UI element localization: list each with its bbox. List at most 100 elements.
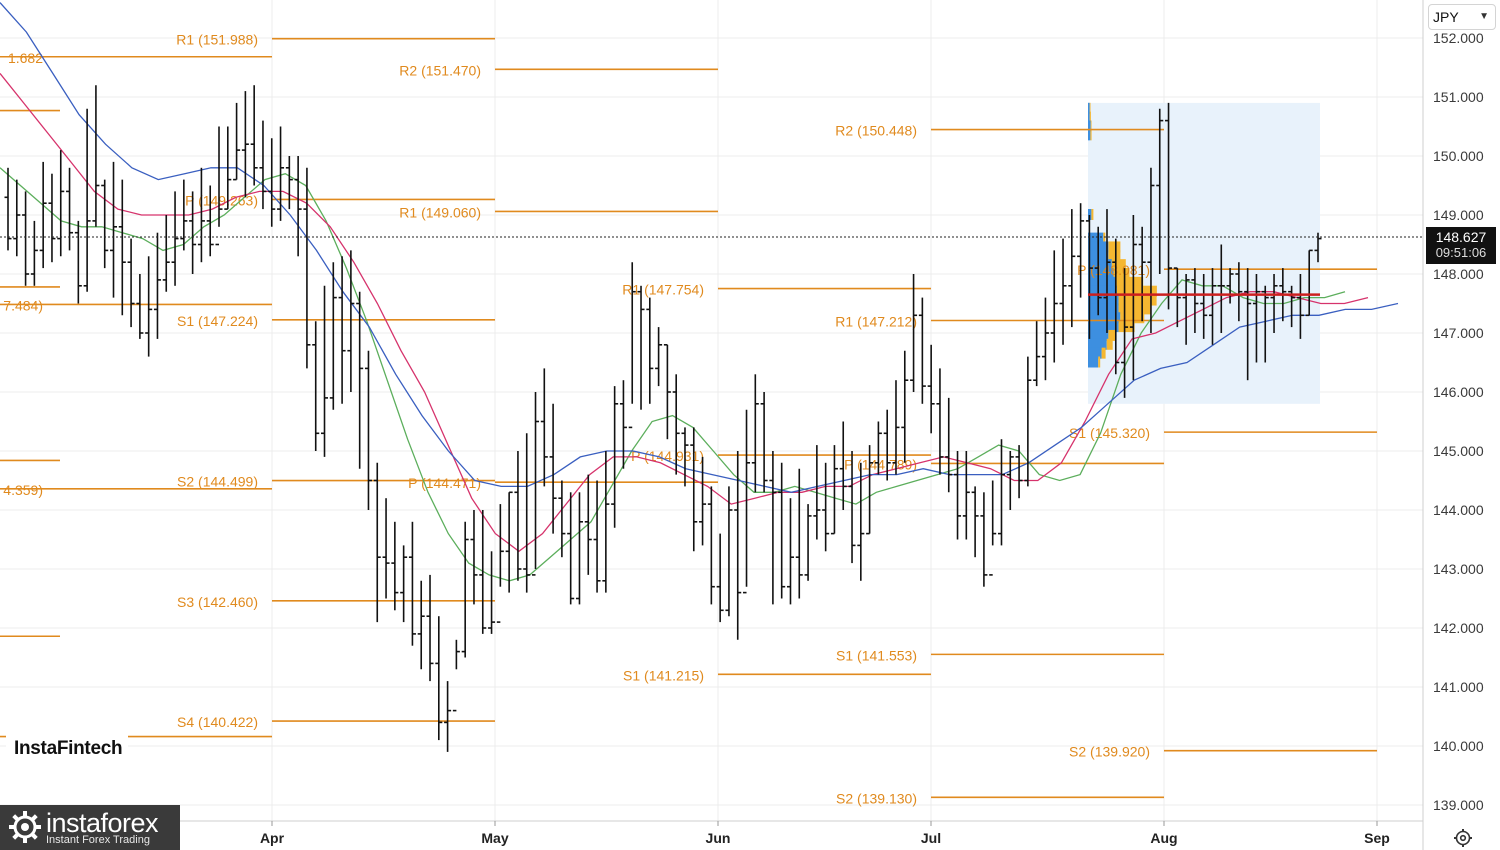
profile-buy-bar	[1089, 102, 1091, 114]
profile-buy-bar	[1116, 285, 1157, 297]
x-tick-label: Aug	[1150, 830, 1177, 846]
volume-profile	[1088, 102, 1320, 404]
current-price-value: 148.627	[1435, 229, 1487, 245]
profile-sell-bar	[1088, 338, 1107, 350]
x-tick-label: Apr	[260, 830, 285, 846]
x-tick-label: Jul	[921, 830, 941, 846]
y-tick-label: 151.000	[1433, 89, 1484, 105]
profile-buy-bar	[1108, 329, 1117, 341]
y-tick-label: 139.000	[1433, 797, 1484, 813]
pivot-label: S1 (145.320)	[1069, 425, 1150, 441]
pivot-label: R1 (147.754)	[622, 282, 704, 298]
gear-icon[interactable]	[1453, 828, 1473, 848]
profile-sell-bar	[1088, 285, 1117, 297]
pivot-label: S1 (141.215)	[623, 667, 704, 683]
profile-sell-bar	[1088, 102, 1090, 114]
x-tick-label: Jun	[706, 830, 731, 846]
sma-slow-line	[0, 2, 1399, 493]
brand-box	[6, 713, 128, 773]
profile-buy-bar	[1111, 259, 1126, 271]
profile-sell-bar	[1088, 294, 1119, 306]
profile-buy-bar	[1108, 241, 1121, 253]
x-tick-label: Sep	[1364, 830, 1390, 846]
pivot-label: P (148.081)	[1077, 262, 1150, 278]
profile-buy-bar	[1108, 250, 1121, 262]
pivot-label: S1 (147.224)	[177, 313, 258, 329]
pivot-label: R1 (149.060)	[399, 204, 481, 220]
x-tick-label: May	[481, 830, 508, 846]
profile-sell-bar	[1088, 356, 1099, 368]
pivot-label: S2 (139.920)	[1069, 744, 1150, 760]
profile-buy-bar	[1118, 294, 1157, 306]
profile-buy-bar	[1090, 120, 1092, 132]
pivot-label: S4 (140.422)	[177, 714, 258, 730]
sma-fast-line	[0, 167, 1346, 582]
profile-buy-bar	[1115, 276, 1144, 288]
pivot-label: 1.682	[8, 50, 43, 66]
y-tick-label: 144.000	[1433, 502, 1484, 518]
profile-buy-bar	[1098, 356, 1101, 368]
y-tick-label: 152.000	[1433, 30, 1484, 46]
pivot-levels: 1.682 R1 (151.988) R2 (151.470) R2 (150.448…	[0, 32, 1377, 806]
profile-sell-bar	[1088, 232, 1104, 244]
ohlc-bars	[4, 85, 1322, 752]
y-axis[interactable]: 139.000 140.000 141.000 142.000 143.000 144.0…	[1433, 30, 1484, 813]
profile-sell-bar	[1088, 268, 1114, 279]
pivot-label: S2 (139.130)	[836, 790, 917, 806]
brand-watermark: InstaFintech	[14, 738, 123, 759]
y-tick-label: 148.000	[1433, 266, 1484, 282]
chevron-down-icon: ▼	[1479, 11, 1489, 22]
pivot-label: R1 (147.212)	[835, 313, 917, 329]
profile-sell-bar	[1088, 259, 1112, 271]
pivot-label: S3 (142.460)	[177, 594, 258, 610]
profile-sell-bar	[1088, 347, 1102, 359]
pivot-label: R1 (151.988)	[176, 32, 258, 48]
gear-logo-icon	[9, 811, 41, 843]
currency-value: JPY	[1433, 9, 1459, 25]
profile-sell-bar	[1088, 111, 1090, 123]
pivot-label: P (144.789)	[844, 456, 917, 472]
pivot-label: S1 (141.553)	[836, 647, 917, 663]
pivot-label: 7.484)	[3, 297, 43, 313]
profile-background	[1088, 102, 1320, 404]
current-price-tag: 148.627 09:51:06	[1426, 227, 1496, 264]
profile-buy-bar	[1101, 347, 1106, 359]
profile-buy-bar	[1113, 268, 1130, 279]
x-axis[interactable]: Apr May Jun Jul Aug Sep	[260, 821, 1390, 846]
profile-sell-bar	[1088, 276, 1116, 288]
profile-sell-bar	[1088, 209, 1092, 220]
y-tick-label: 143.000	[1433, 561, 1484, 577]
pivot-label: R2 (150.448)	[835, 123, 917, 139]
profile-buy-bar	[1103, 232, 1106, 244]
pivot-label: P (144.471)	[408, 475, 481, 491]
y-tick-label: 141.000	[1433, 679, 1484, 695]
profile-sell-bar	[1088, 303, 1119, 315]
profile-sell-bar	[1088, 329, 1109, 341]
y-tick-label: 150.000	[1433, 148, 1484, 164]
y-tick-label: 145.000	[1433, 443, 1484, 459]
currency-select[interactable]: JPY ▼	[1428, 4, 1496, 30]
pivot-label: S2 (144.499)	[177, 474, 258, 490]
pivot-label: 4.359)	[3, 482, 43, 498]
profile-buy-bar	[1089, 111, 1091, 123]
y-tick-label: 147.000	[1433, 325, 1484, 341]
profile-buy-bar	[1091, 209, 1094, 220]
profile-buy-bar	[1120, 312, 1145, 324]
profile-buy-bar	[1118, 303, 1151, 315]
y-tick-label: 149.000	[1433, 207, 1484, 223]
y-tick-label: 140.000	[1433, 738, 1484, 754]
profile-buy-bar	[1106, 338, 1113, 350]
y-tick-label: 146.000	[1433, 384, 1484, 400]
profile-sell-bar	[1088, 312, 1121, 324]
y-tick-label: 142.000	[1433, 620, 1484, 636]
logo-tagline: Instant Forex Trading	[46, 834, 150, 846]
profile-sell-bar	[1088, 129, 1091, 141]
pivot-label: R2 (151.470)	[399, 62, 481, 78]
logo-box[interactable]	[0, 805, 180, 850]
profile-buy-bar	[1090, 129, 1092, 141]
bar-countdown: 09:51:06	[1435, 245, 1487, 260]
profile-sell-bar	[1088, 120, 1091, 132]
logo-name: instaforex	[46, 808, 159, 838]
profile-sell-bar	[1088, 321, 1119, 333]
